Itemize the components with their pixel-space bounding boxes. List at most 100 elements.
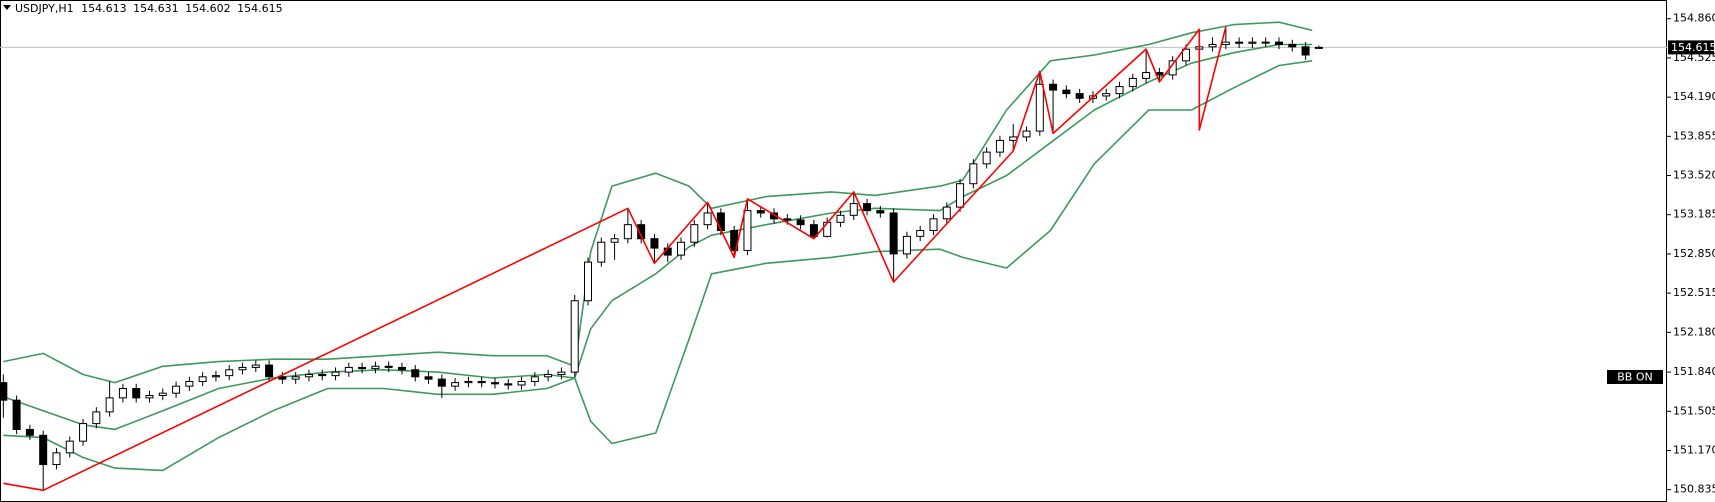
candle-body <box>982 151 991 165</box>
y-tick-label: 150.835 <box>1673 483 1715 496</box>
candle-body <box>584 261 593 302</box>
candle-body <box>39 434 48 466</box>
candle-body <box>809 224 818 237</box>
candle-body <box>1261 41 1270 44</box>
y-tick-label: 152.515 <box>1673 286 1715 299</box>
candle-body <box>783 218 792 221</box>
candle-body <box>12 399 21 430</box>
candle-body <box>1274 41 1283 45</box>
candle-body <box>437 378 446 387</box>
candle-body <box>504 383 513 386</box>
candle-body <box>0 382 8 401</box>
candle-body <box>397 366 406 371</box>
candle-body <box>1314 46 1323 49</box>
candle-body <box>371 365 380 370</box>
candle-body <box>1235 41 1244 44</box>
candle-body <box>344 366 353 373</box>
candle-body <box>743 210 752 251</box>
indicator-badge <box>1607 370 1663 384</box>
candle-body <box>544 373 553 378</box>
candle-body <box>942 206 951 220</box>
candle-body <box>716 212 725 232</box>
candle-body <box>1142 72 1151 79</box>
y-tick-label: 153.185 <box>1673 208 1715 221</box>
candle-body <box>570 300 579 373</box>
candle-body <box>530 376 539 382</box>
symbol: USDJPY,H1 <box>15 2 74 15</box>
candle-body <box>79 423 88 442</box>
y-tick-label: 154.190 <box>1673 90 1715 103</box>
high-value: 154.631 <box>133 2 179 15</box>
plot-area <box>0 21 1667 492</box>
candle-body <box>1022 130 1031 138</box>
menu-arrow <box>3 5 11 10</box>
candle-body <box>889 212 898 255</box>
low-value: 154.602 <box>185 2 231 15</box>
candle-body <box>597 241 606 263</box>
price-tag <box>1668 40 1714 55</box>
candle-body <box>956 183 965 208</box>
candle-body <box>105 397 114 413</box>
candle-body <box>132 387 141 399</box>
candle-body <box>118 387 127 399</box>
candle-body <box>1009 136 1018 141</box>
candle-body <box>823 221 832 237</box>
candle-body <box>969 163 978 185</box>
candle-body <box>278 376 287 380</box>
candle-body <box>703 212 712 226</box>
candle-body <box>158 392 167 397</box>
candle-body <box>1208 43 1217 48</box>
candle-body <box>411 369 420 378</box>
candle-body <box>198 376 207 382</box>
candle-body <box>451 382 460 387</box>
y-tick-label: 151.505 <box>1673 404 1715 417</box>
plot-frame <box>0 0 1667 502</box>
candle-body <box>251 364 260 368</box>
candle-body <box>1049 83 1058 91</box>
candle-body <box>92 411 101 425</box>
candle-body <box>1128 77 1137 88</box>
candle-body <box>490 382 499 385</box>
candle-body <box>477 380 486 384</box>
candle-body <box>424 376 433 380</box>
candle-body <box>690 224 699 243</box>
candle-body <box>623 224 632 240</box>
candle-body <box>1062 89 1071 95</box>
candle-body <box>902 235 911 255</box>
candle-body <box>1301 46 1310 56</box>
candle-body <box>836 214 845 223</box>
open-value: 154.613 <box>81 2 127 15</box>
candle-body <box>1035 83 1044 132</box>
candle-body <box>517 380 526 386</box>
candle-body <box>849 203 858 216</box>
band-lower <box>3 60 1313 472</box>
candle-body <box>331 371 340 377</box>
candle-body <box>1181 48 1190 62</box>
candle-body <box>876 210 885 214</box>
candle-body <box>1221 41 1230 45</box>
candle-body <box>756 210 765 214</box>
y-tick-label: 151.170 <box>1673 444 1715 457</box>
candle-body <box>225 369 234 377</box>
candle-body <box>318 373 327 377</box>
y-tick-label: 154.860 <box>1673 12 1715 25</box>
candle-body <box>1075 93 1084 99</box>
candle-body <box>995 139 1004 153</box>
indicator-label: BB ON <box>1617 371 1652 384</box>
band-middle <box>3 43 1313 431</box>
candle-body <box>1248 41 1257 44</box>
candle-body <box>25 428 34 436</box>
candle-body <box>291 376 300 380</box>
candle-body <box>650 238 659 249</box>
candle-body <box>929 218 938 232</box>
candle-body <box>145 395 154 399</box>
candle-body <box>384 365 393 368</box>
candle-body <box>770 212 779 220</box>
candle-body <box>1288 43 1297 48</box>
candle-body <box>211 375 220 378</box>
candle-body <box>358 366 367 370</box>
candle-body <box>557 371 566 375</box>
y-tick-label: 151.840 <box>1673 365 1715 378</box>
